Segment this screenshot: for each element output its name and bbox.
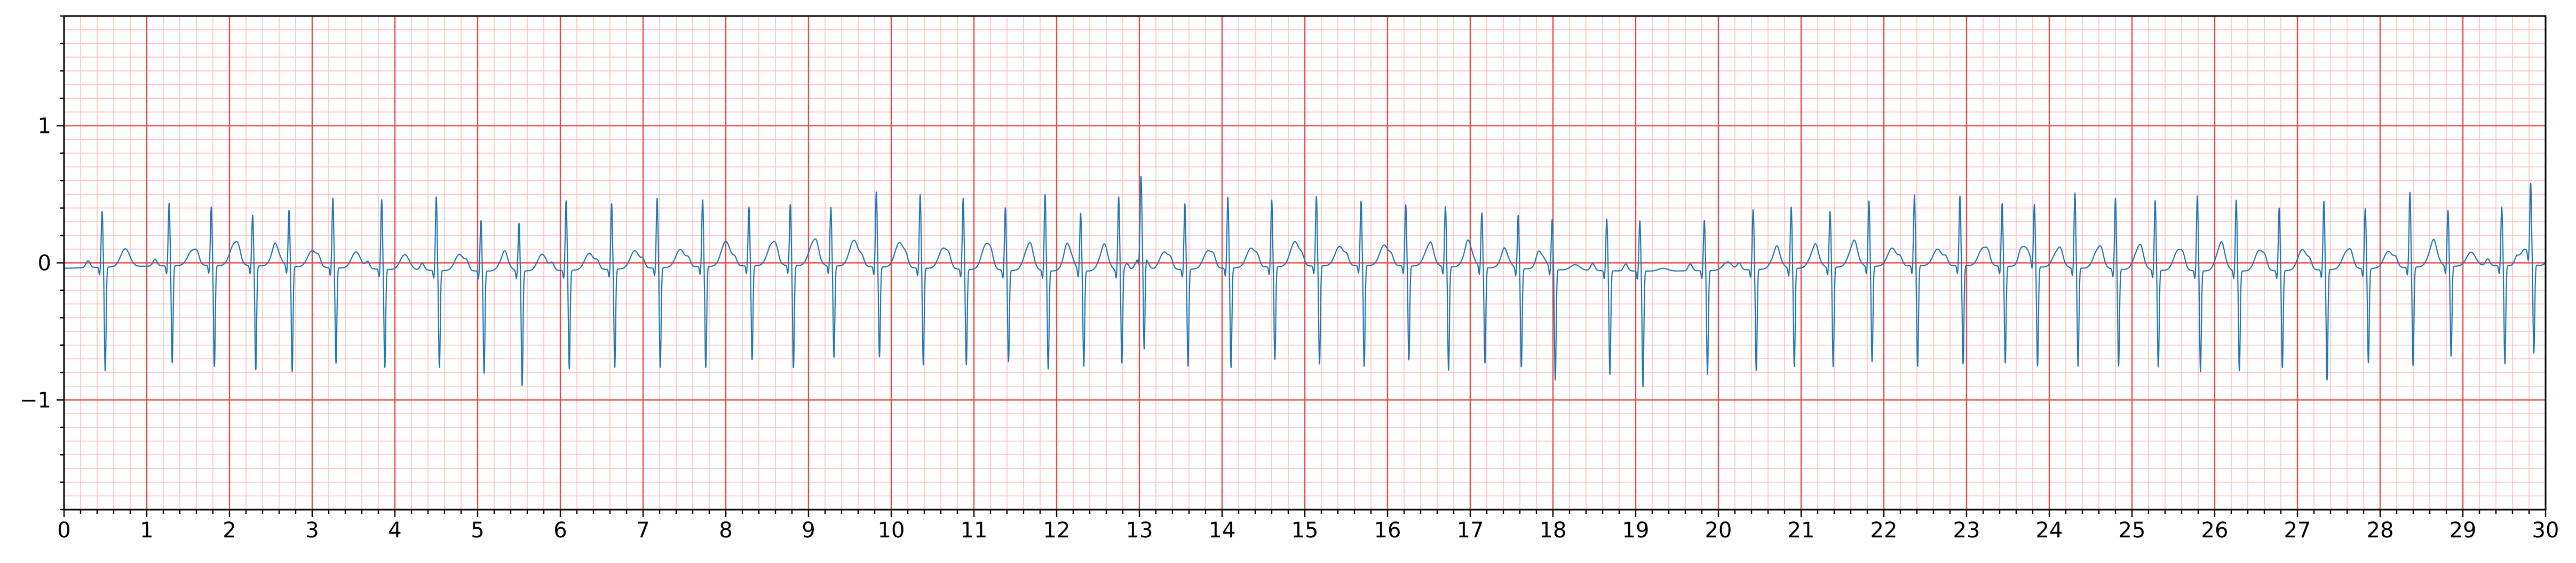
- x-tick-label: 2: [223, 518, 236, 543]
- x-axis-ticks: [63, 510, 2547, 517]
- y-tick-label: 1: [38, 114, 51, 139]
- major-grid: [63, 16, 2547, 510]
- x-tick-label: 1: [140, 518, 153, 543]
- x-tick-label: 19: [1622, 518, 1650, 543]
- x-tick-label: 29: [2450, 518, 2477, 543]
- x-tick-label: 26: [2201, 518, 2229, 543]
- x-tick-label: 21: [1788, 518, 1815, 543]
- x-tick-label: 23: [1953, 518, 1980, 543]
- x-tick-label: 3: [305, 518, 319, 543]
- x-tick-label: 7: [636, 518, 649, 543]
- x-tick-label: 10: [878, 518, 905, 543]
- x-tick-label: 5: [471, 518, 484, 543]
- x-tick-label: 24: [2036, 518, 2063, 543]
- x-tick-label: 0: [57, 518, 70, 543]
- x-tick-label: 16: [1374, 518, 1401, 543]
- x-tick-label: 18: [1540, 518, 1567, 543]
- x-tick-label: 8: [719, 518, 732, 543]
- x-axis-tick-labels: 0 1 2 3 4 5 6 7 8 9 10 11 12 13 14 15 16 17 18 19 20 21 22 23 24…: [57, 518, 2559, 543]
- x-tick-label: 13: [1126, 518, 1153, 543]
- x-tick-label: 15: [1291, 518, 1319, 543]
- y-axis-ticks: [57, 15, 64, 511]
- y-tick-label: 0: [38, 251, 51, 276]
- x-tick-label: 27: [2284, 518, 2311, 543]
- x-tick-label: 9: [802, 518, 815, 543]
- x-tick-label: 17: [1457, 518, 1484, 543]
- x-tick-label: 30: [2532, 518, 2559, 543]
- x-tick-label: 12: [1043, 518, 1071, 543]
- x-tick-label: 4: [388, 518, 401, 543]
- x-tick-label: 22: [1870, 518, 1898, 543]
- y-axis-tick-labels: −1 0 1: [20, 114, 51, 413]
- x-tick-label: 11: [961, 518, 988, 543]
- x-tick-label: 6: [553, 518, 567, 543]
- x-tick-label: 14: [1209, 518, 1236, 543]
- x-tick-label: 20: [1705, 518, 1732, 543]
- ecg-trace-line: [64, 176, 2546, 388]
- x-tick-label: 28: [2367, 518, 2394, 543]
- x-tick-label: 25: [2119, 518, 2146, 543]
- y-tick-label: −1: [20, 388, 51, 413]
